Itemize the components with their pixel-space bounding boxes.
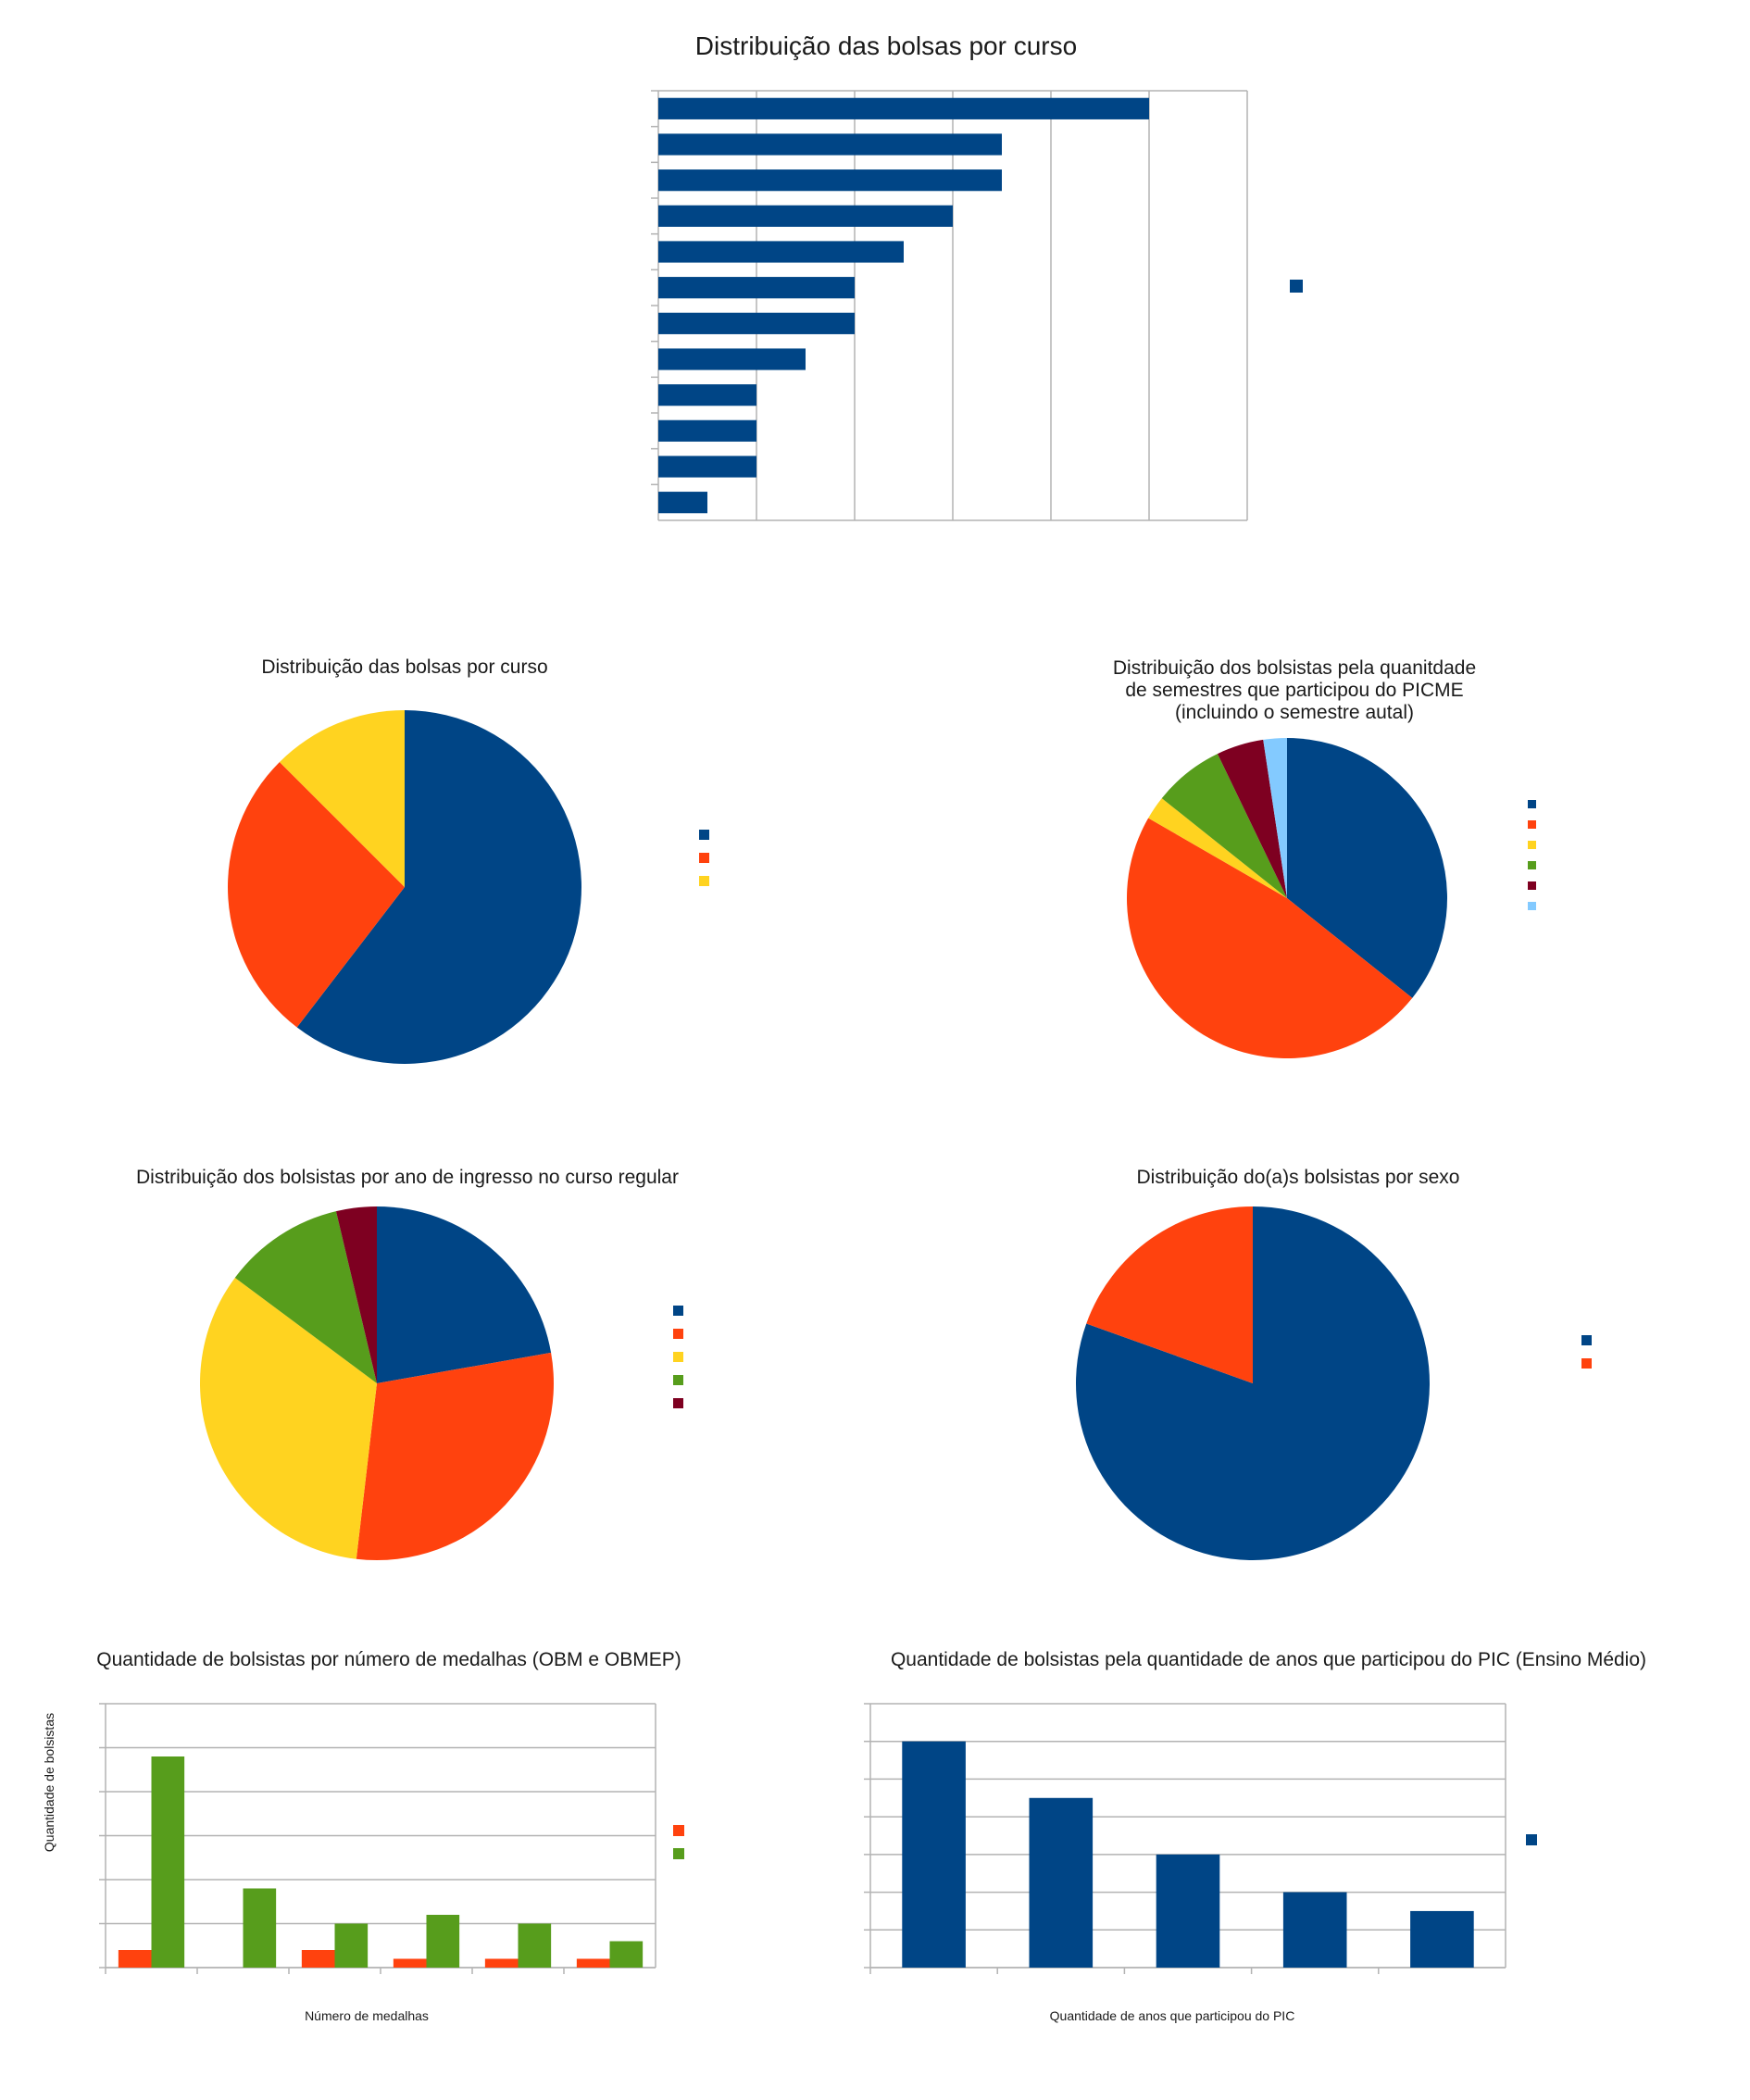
bars: [902, 1741, 1474, 1968]
x-axis-label: Quantidade de anos que participou do PIC: [1050, 2008, 1295, 2023]
legend-swatch: [673, 1329, 683, 1339]
legend: [673, 1306, 683, 1408]
bar: [658, 312, 855, 334]
pie-slice: [1263, 738, 1287, 898]
pie-slice: [234, 1211, 377, 1383]
pie-slice: [1161, 754, 1287, 898]
chart-courses-bar: Distribuição das bolsas por curso: [651, 31, 1303, 521]
pie-slice: [1287, 738, 1448, 998]
chart-title: Distribuição das bolsas por curso: [695, 31, 1077, 60]
bar: [658, 348, 806, 370]
bar: [334, 1923, 369, 1968]
pie-slice: [279, 710, 405, 887]
chart-pic-years-bar: Quantidade de bolsistas pela quantidade …: [864, 1649, 1646, 2023]
legend: [1526, 1834, 1537, 1845]
bar: [658, 133, 1002, 156]
chart-title: Distribuição do(a)s bolsistas por sexo: [1137, 1167, 1460, 1188]
bars: [118, 1756, 644, 1968]
bar: [576, 1958, 610, 1968]
legend-swatch: [673, 1825, 684, 1836]
chart-title-line: (incluindo o semestre autal): [1175, 702, 1414, 723]
chart-courses-pie: Distribuição das bolsas por curso: [227, 656, 709, 1065]
gridlines: [651, 90, 1248, 521]
pie-slice: [1148, 798, 1287, 898]
legend-swatch: [1581, 1335, 1592, 1345]
legend: [699, 830, 709, 886]
legend-swatch: [699, 876, 709, 886]
legend-swatch: [1528, 800, 1536, 808]
bar: [1410, 1910, 1474, 1968]
legend-swatch: [1290, 280, 1303, 293]
chart-enrollment-year-pie: Distribuição dos bolsistas por ano de in…: [136, 1167, 683, 1560]
bar: [658, 277, 855, 299]
gridlines: [99, 1703, 656, 1974]
bar: [658, 492, 707, 514]
pie-slice: [1127, 818, 1413, 1058]
bar: [902, 1741, 966, 1968]
chart-title-line: Distribuição dos bolsistas pela quanitda…: [1113, 657, 1476, 679]
legend-swatch: [1581, 1358, 1592, 1369]
bar: [426, 1915, 460, 1968]
chart-semesters-pie: Distribuição dos bolsistas pela quanitda…: [1113, 657, 1536, 1058]
legend-swatch: [1528, 841, 1536, 849]
bar: [393, 1958, 427, 1968]
pie-slices: [227, 710, 581, 1065]
bar: [243, 1888, 277, 1968]
legend-swatch: [673, 1848, 684, 1859]
bar: [1029, 1797, 1094, 1968]
bar: [658, 419, 756, 442]
bar: [518, 1923, 552, 1968]
pie-slice: [1217, 739, 1287, 898]
bar: [658, 169, 1002, 192]
pie-slices: [1127, 738, 1448, 1058]
pie-slice: [200, 1277, 377, 1559]
bars: [658, 97, 1149, 514]
pie-slices: [1076, 1206, 1430, 1560]
x-axis-label: Número de medalhas: [305, 2008, 429, 2023]
legend: [673, 1825, 684, 1859]
legend: [1581, 1335, 1592, 1369]
legend-swatch: [673, 1398, 683, 1408]
legend-swatch: [1526, 1834, 1537, 1845]
pie-slice: [335, 1206, 377, 1383]
legend: [1528, 800, 1536, 910]
bar: [1156, 1854, 1220, 1968]
bar: [1282, 1892, 1347, 1968]
pie-slice: [377, 1206, 552, 1383]
chart-sex-pie: Distribuição do(a)s bolsistas por sexo: [1076, 1167, 1592, 1560]
bar: [151, 1756, 185, 1968]
chart-title: Quantidade de bolsistas pela quantidade …: [891, 1649, 1646, 1670]
pie-slices: [200, 1206, 554, 1560]
bar: [658, 241, 904, 263]
legend-swatch: [673, 1306, 683, 1316]
legend-swatch: [699, 830, 709, 840]
chart-medals-bar: Quantidade de bolsistas por número de me…: [42, 1649, 684, 2023]
chart-title: Distribuição das bolsas por curso: [261, 656, 547, 678]
pie-slice: [356, 1352, 554, 1560]
bar: [658, 97, 1149, 119]
chart-title: Quantidade de bolsistas por número de me…: [96, 1649, 681, 1670]
bar: [609, 1941, 644, 1968]
legend-swatch: [699, 853, 709, 863]
pie-slice: [1086, 1206, 1253, 1383]
bar: [658, 384, 756, 406]
pie-slice: [227, 761, 405, 1028]
bar: [301, 1950, 335, 1968]
pie-slice: [296, 710, 581, 1065]
chart-title: Distribuição dos bolsistas por ano de in…: [136, 1167, 679, 1188]
legend-swatch: [1528, 881, 1536, 890]
legend-swatch: [1528, 820, 1536, 829]
bar: [658, 205, 953, 227]
legend-swatch: [673, 1352, 683, 1362]
y-axis-label: Quantidade de bolsistas: [42, 1713, 56, 1852]
legend-swatch: [1528, 902, 1536, 910]
bar: [118, 1950, 152, 1968]
legend-swatch: [1528, 861, 1536, 869]
legend-swatch: [673, 1375, 683, 1385]
legend: [1290, 280, 1303, 293]
bar: [484, 1958, 519, 1968]
bar: [658, 456, 756, 478]
chart-title-line: de semestres que participou do PICME: [1125, 680, 1463, 701]
